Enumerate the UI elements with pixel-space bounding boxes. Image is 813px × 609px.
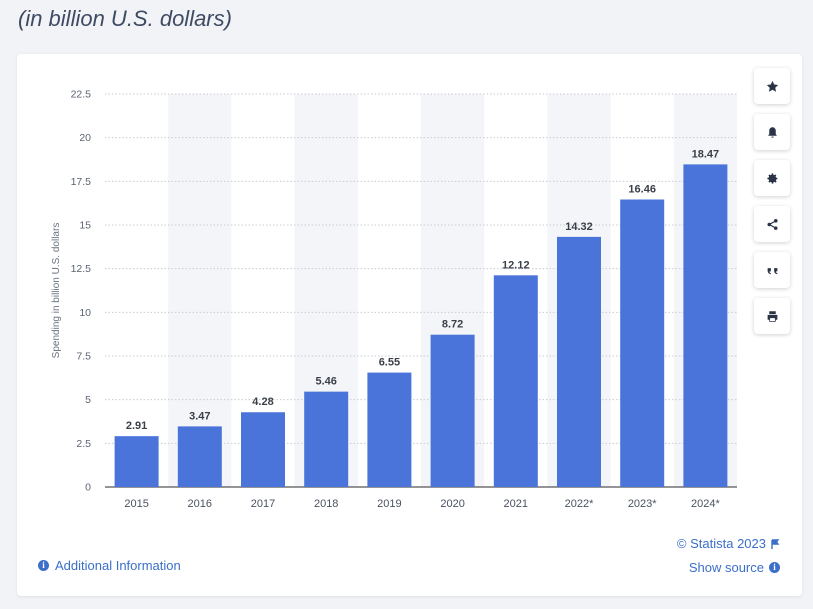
bar-2023-projected <box>620 199 665 488</box>
y-tick-label: 20 <box>79 132 91 144</box>
flag-icon <box>771 538 780 549</box>
data-label: 5.46 <box>315 376 336 388</box>
gear-icon <box>766 172 777 184</box>
cite-button[interactable] <box>754 252 790 288</box>
data-label: 4.28 <box>252 396 273 408</box>
bar-2019 <box>367 372 412 487</box>
x-tick-label: 2019 <box>377 498 401 510</box>
y-tick-label: 15 <box>79 220 91 232</box>
show-source-text: Show source <box>688 560 764 575</box>
x-tick-label: 2016 <box>188 498 212 510</box>
y-tick-label: 0 <box>85 482 91 494</box>
data-label: 3.47 <box>189 410 210 422</box>
settings-button[interactable] <box>754 160 790 196</box>
bar-2017 <box>241 412 285 487</box>
copyright[interactable]: © Statista 2023 <box>677 536 780 551</box>
data-label: 8.72 <box>442 319 463 331</box>
bell-icon <box>767 126 777 138</box>
share-button[interactable] <box>754 206 790 242</box>
favorite-star-button[interactable] <box>754 68 790 104</box>
bar-chart: 0 2.5 5 7.5 10 12.5 15 17.5 20 22.5 Spending in bi… <box>51 89 737 510</box>
x-tick-label: 2021 <box>504 498 528 510</box>
data-label: 2.91 <box>126 420 147 432</box>
bar-2018 <box>304 391 349 487</box>
x-tick-label: 2017 <box>251 498 275 510</box>
data-label: 18.47 <box>692 148 720 160</box>
bar-2022-projected <box>557 236 601 487</box>
x-tick-label: 2015 <box>124 498 148 510</box>
share-icon <box>766 218 778 230</box>
notification-bell-button[interactable] <box>754 114 790 150</box>
x-tick-label: 2024* <box>691 498 720 510</box>
info-icon: i <box>769 562 780 573</box>
quote-icon <box>767 267 777 274</box>
data-label: 6.55 <box>379 357 400 369</box>
bar-2024-projected <box>683 164 728 487</box>
bar-2020 <box>430 334 475 487</box>
printer-icon <box>767 310 777 322</box>
x-tick-label: 2020 <box>440 498 464 510</box>
chart-subtitle: (in billion U.S. dollars) <box>18 6 232 31</box>
data-label: 14.32 <box>565 221 593 233</box>
copyright-text: © Statista 2023 <box>676 536 766 551</box>
star-icon <box>766 80 778 92</box>
bar-2016 <box>177 426 222 487</box>
additional-information-link[interactable]: i Additional Information <box>38 558 181 573</box>
data-label: 12.12 <box>502 259 530 271</box>
column-band <box>168 94 232 487</box>
info-icon: i <box>38 560 49 571</box>
y-tick-label: 7.5 <box>76 351 91 363</box>
y-tick-label: 12.5 <box>71 263 92 275</box>
bar-2021 <box>493 275 538 487</box>
y-tick-label: 17.5 <box>71 176 92 188</box>
data-label: 16.46 <box>628 183 656 195</box>
y-tick-label: 5 <box>85 394 91 406</box>
x-tick-label: 2023* <box>628 498 657 510</box>
y-tick-label: 2.5 <box>76 438 91 450</box>
y-axis-label: Spending in billion U.S. dollars <box>51 223 62 359</box>
x-tick-label: 2022* <box>565 498 594 510</box>
additional-information-text: Additional Information <box>55 558 181 573</box>
show-source-link[interactable]: Show source i <box>689 560 780 575</box>
print-button[interactable] <box>754 298 790 334</box>
chart-card: 0 2.5 5 7.5 10 12.5 15 17.5 20 22.5 Spending in bi… <box>17 54 802 596</box>
bar-2015 <box>114 436 159 487</box>
y-tick-label: 22.5 <box>71 89 92 101</box>
y-tick-label: 10 <box>79 307 91 319</box>
x-tick-label: 2018 <box>314 498 338 510</box>
